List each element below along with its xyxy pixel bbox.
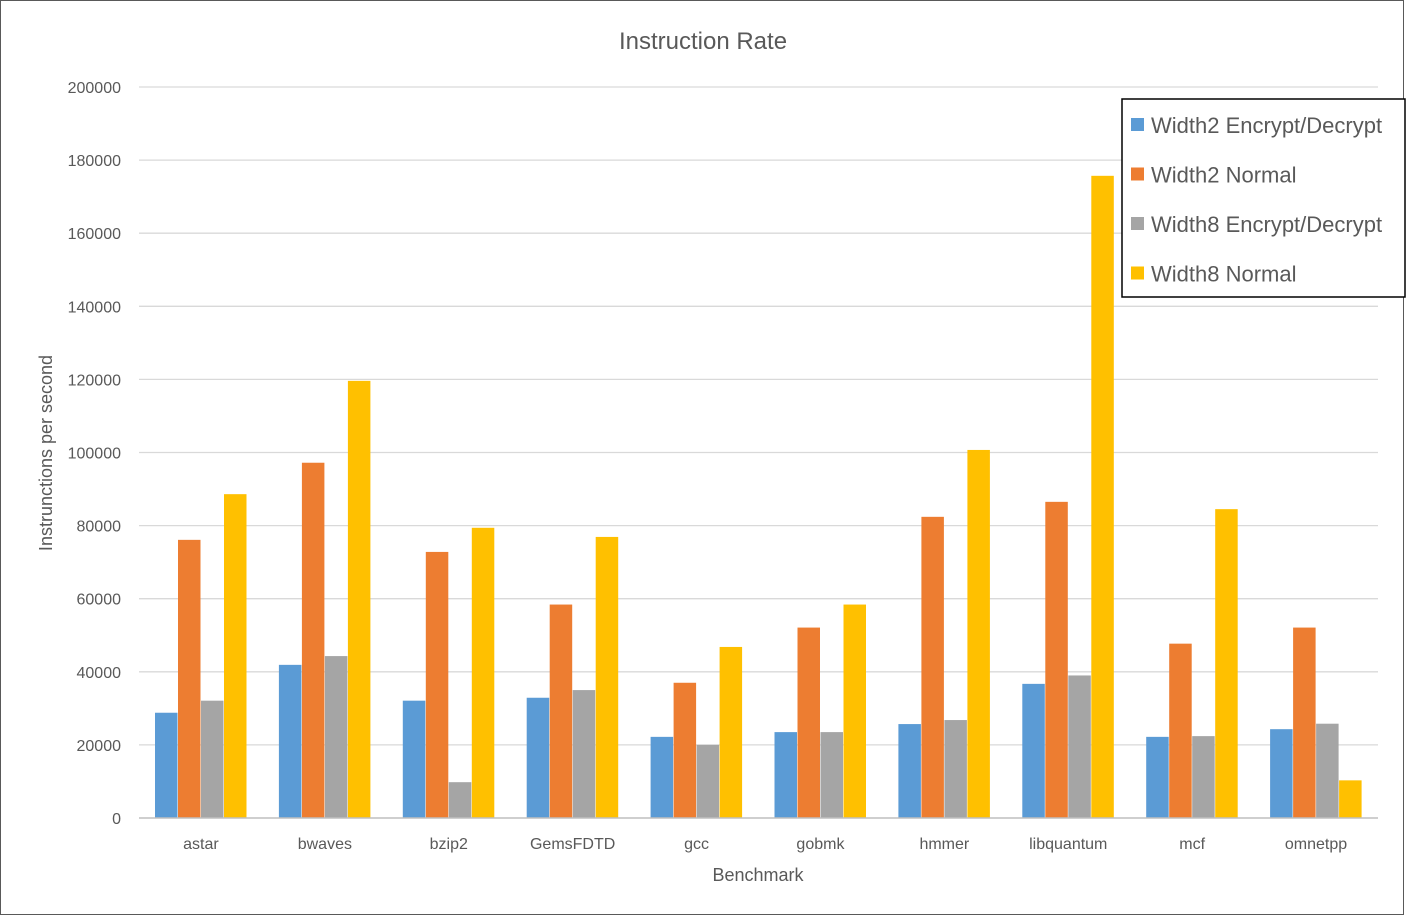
bar-width2-normal-omnetpp bbox=[1293, 627, 1316, 818]
bar-width2-normal-astar bbox=[178, 539, 201, 818]
y-tick-label: 60000 bbox=[77, 592, 122, 609]
bar-width8-normal-bwaves bbox=[347, 380, 371, 818]
legend-swatch bbox=[1131, 266, 1144, 280]
bar-width8-normal-gemsfdtd bbox=[595, 536, 619, 818]
bar-width2-encrypt-decrypt-hmmer bbox=[898, 724, 921, 818]
legend: Width2 Encrypt/Decrypt Width2 Normal Width… bbox=[1121, 98, 1406, 298]
bars bbox=[155, 175, 1362, 818]
bar-width2-encrypt-decrypt-omnetpp bbox=[1270, 729, 1293, 818]
bar-width2-encrypt-decrypt-bwaves bbox=[278, 664, 302, 818]
bar-width8-normal-bzip2 bbox=[471, 527, 495, 818]
bar-width2-normal-hmmer bbox=[921, 516, 944, 818]
legend-label: Width2 Normal bbox=[1151, 163, 1296, 188]
x-tick-label: bwaves bbox=[298, 836, 352, 853]
bar-width8-normal-mcf bbox=[1215, 509, 1238, 818]
bar-width8-normal-gcc bbox=[719, 646, 743, 818]
legend-swatch bbox=[1131, 118, 1144, 131]
bar-width2-normal-bzip2 bbox=[425, 551, 449, 818]
y-tick-label: 0 bbox=[112, 811, 121, 828]
x-tick-label: bzip2 bbox=[430, 836, 468, 853]
y-tick-label: 80000 bbox=[77, 519, 122, 536]
x-tick-label: omnetpp bbox=[1285, 836, 1347, 853]
axes: 0 20000 40000 60000 80000 100000 120000 140000 1… bbox=[68, 80, 1378, 853]
x-tick-label: mcf bbox=[1179, 836, 1205, 853]
x-axis-label: Benchmark bbox=[712, 865, 804, 885]
bar-width8-normal-gobmk bbox=[843, 604, 866, 818]
legend-swatch bbox=[1131, 167, 1144, 181]
bar-width8-normal-omnetpp bbox=[1339, 780, 1362, 818]
bar-width2-encrypt-decrypt-astar bbox=[155, 712, 178, 818]
y-tick-label: 180000 bbox=[68, 153, 121, 170]
bar-width8-encrypt-decrypt-mcf bbox=[1192, 736, 1215, 818]
bar-width8-encrypt-decrypt-astar bbox=[201, 700, 224, 818]
bar-width2-encrypt-decrypt-libquantum bbox=[1022, 683, 1045, 818]
bar-width8-encrypt-decrypt-hmmer bbox=[944, 720, 967, 818]
bar-width2-normal-gobmk bbox=[797, 627, 820, 818]
chart-title: Instruction Rate bbox=[619, 28, 787, 55]
bar-width8-encrypt-decrypt-gemsfdtd bbox=[572, 690, 596, 818]
x-tick-label: gcc bbox=[684, 836, 709, 853]
legend-swatch bbox=[1131, 217, 1144, 230]
bar-width2-normal-bwaves bbox=[301, 462, 325, 818]
legend-label: Width8 Normal bbox=[1151, 262, 1296, 287]
bar-width8-encrypt-decrypt-libquantum bbox=[1068, 675, 1091, 818]
bar-width8-normal-libquantum bbox=[1091, 175, 1114, 818]
bar-width8-encrypt-decrypt-bwaves bbox=[324, 656, 348, 818]
y-axis-label: Instrunctions per second bbox=[36, 355, 56, 551]
bar-width8-encrypt-decrypt-gobmk bbox=[820, 732, 843, 818]
x-tick-label: astar bbox=[183, 836, 219, 853]
y-tick-label: 20000 bbox=[77, 738, 122, 755]
x-tick-label: gobmk bbox=[796, 836, 845, 853]
x-tick-label: hmmer bbox=[919, 836, 969, 853]
legend-label: Width8 Encrypt/Decrypt bbox=[1151, 212, 1382, 237]
x-tick-label: libquantum bbox=[1029, 836, 1107, 853]
y-tick-label: 140000 bbox=[68, 299, 121, 316]
y-tick-label: 120000 bbox=[68, 372, 121, 389]
bar-width2-encrypt-decrypt-mcf bbox=[1146, 736, 1169, 818]
bar-width2-normal-gemsfdtd bbox=[549, 604, 573, 818]
bar-width2-encrypt-decrypt-bzip2 bbox=[402, 700, 426, 818]
bar-width2-normal-gcc bbox=[673, 682, 697, 818]
x-tick-label: GemsFDTD bbox=[530, 836, 615, 853]
bar-width8-encrypt-decrypt-bzip2 bbox=[448, 782, 472, 818]
bar-width2-normal-libquantum bbox=[1045, 501, 1068, 818]
y-tick-label: 40000 bbox=[77, 665, 122, 682]
y-tick-label: 160000 bbox=[68, 226, 121, 243]
bar-width8-encrypt-decrypt-gcc bbox=[696, 744, 720, 818]
bar-width8-normal-astar bbox=[224, 494, 247, 818]
bar-width8-encrypt-decrypt-omnetpp bbox=[1316, 723, 1339, 818]
legend-box bbox=[1121, 98, 1406, 298]
legend-label: Width2 Encrypt/Decrypt bbox=[1151, 113, 1382, 138]
bar-width2-encrypt-decrypt-gcc bbox=[650, 736, 674, 818]
bar-width2-normal-mcf bbox=[1169, 643, 1192, 818]
bar-width2-encrypt-decrypt-gemsfdtd bbox=[526, 697, 550, 818]
y-tick-label: 100000 bbox=[68, 446, 121, 463]
y-tick-label: 200000 bbox=[68, 80, 121, 97]
bar-width8-normal-hmmer bbox=[967, 449, 990, 818]
bar-width2-encrypt-decrypt-gobmk bbox=[774, 732, 797, 818]
